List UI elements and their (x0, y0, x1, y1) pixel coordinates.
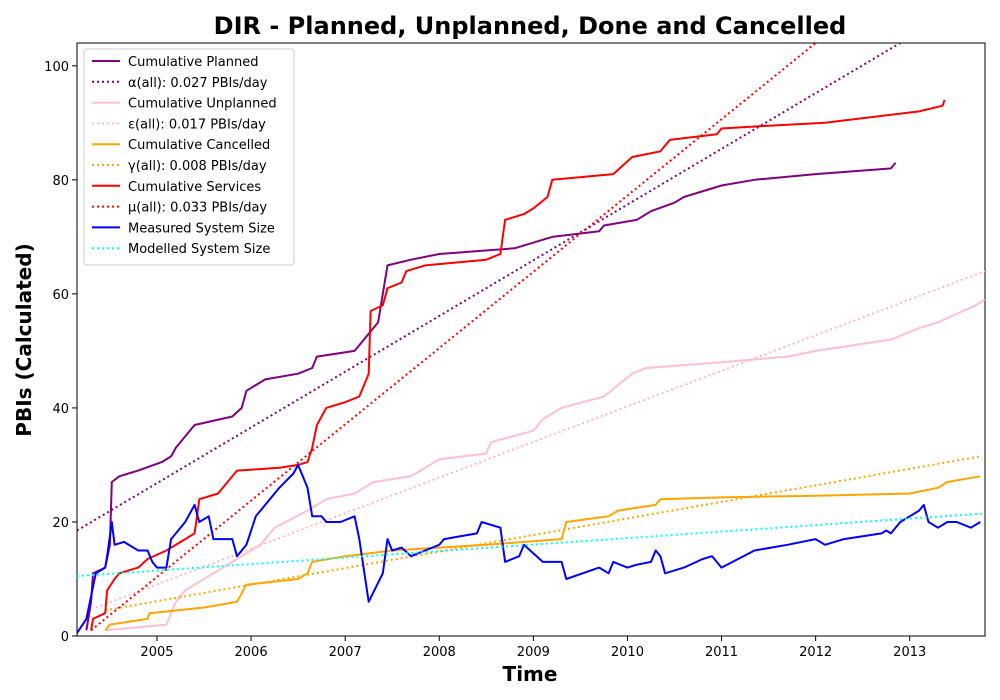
y-tick-label: 100 (44, 60, 69, 75)
legend-label: α(all): 0.027 PBIs/day (128, 76, 268, 91)
x-tick-label: 2006 (235, 645, 268, 660)
legend-label: μ(all): 0.033 PBIs/day (128, 201, 267, 216)
series-line-5 (105, 455, 981, 612)
legend-label: Cumulative Cancelled (128, 138, 270, 153)
x-tick-label: 2011 (705, 645, 738, 660)
x-tick-label: 2005 (140, 645, 173, 660)
x-tick-label: 2009 (517, 645, 550, 660)
x-tick-label: 2012 (799, 645, 832, 660)
y-tick-label: 60 (52, 288, 69, 303)
x-tick-label: 2013 (893, 645, 926, 660)
chart-title: DIR - Planned, Unplanned, Done and Cance… (214, 12, 847, 40)
legend-label: Cumulative Planned (128, 55, 258, 70)
y-tick-label: 40 (52, 402, 69, 417)
legend-label: ε(all): 0.017 PBIs/day (128, 117, 266, 132)
y-tick-label: 0 (61, 630, 69, 645)
x-axis-label: Time (503, 662, 558, 686)
series-line-4 (104, 475, 981, 631)
series-line-8 (77, 463, 981, 634)
ticks-layer: 2005 2006 2007 2008 2009 2010 2011 2012 2013 0 20 4… (44, 60, 926, 660)
x-tick-label: 2007 (329, 645, 362, 660)
y-axis-label: PBIs (Calculated) (12, 243, 36, 436)
series-line-9 (77, 512, 985, 578)
series-layer (77, 43, 985, 634)
legend-label: Cumulative Services (128, 180, 261, 195)
legend: Cumulative Planned α(all): 0.027 PBIs/day… (83, 48, 295, 266)
series-line-3 (95, 270, 985, 609)
x-tick-label: 2010 (611, 645, 644, 660)
legend-label: Measured System Size (128, 221, 275, 236)
series-line-0 (85, 162, 897, 631)
x-tick-label: 2008 (423, 645, 456, 660)
series-line-6 (90, 99, 946, 631)
legend-label: Modelled System Size (128, 242, 270, 257)
legend-label: γ(all): 0.008 PBIs/day (128, 159, 267, 174)
y-tick-label: 80 (52, 174, 69, 189)
legend-box (83, 48, 295, 266)
legend-label: Cumulative Unplanned (128, 97, 277, 112)
y-tick-label: 20 (52, 516, 69, 531)
